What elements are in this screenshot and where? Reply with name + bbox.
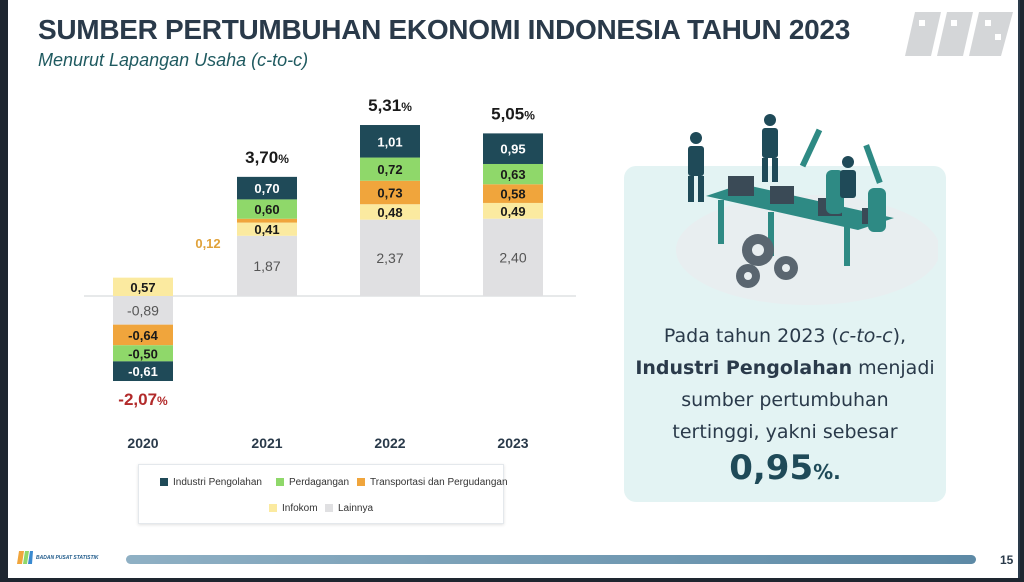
slide-edge	[1018, 0, 1020, 578]
bar-segment	[483, 202, 543, 219]
legend-item: Perdagangan	[276, 477, 349, 488]
bar-segment	[483, 163, 543, 185]
legend-label: Transportasi dan Pergudangan	[370, 477, 508, 488]
bar-value-label: 0,48	[377, 205, 402, 220]
legend-item: Transportasi dan Pergudangan	[357, 477, 508, 488]
footer-bar	[126, 555, 976, 564]
callout-line2-post: menjadi	[852, 357, 935, 379]
bar-segment	[237, 199, 297, 219]
bar-value-label: 0,57	[130, 280, 155, 295]
page-number: 15	[1000, 553, 1014, 567]
total-label: -2,07%	[118, 390, 168, 409]
bar-segment	[237, 235, 297, 296]
bar-segment	[360, 219, 420, 296]
bar-value-label: 0,49	[500, 204, 525, 219]
growth-source-chart: 0,57 -0,89 -0,64 -0,50 -0,61 -2,07% 2020 1,87 0,…	[84, 96, 576, 451]
legend-swatch	[276, 478, 284, 486]
callout-line1-pre: Pada tahun 2023 (	[663, 325, 839, 347]
x-tick-label: 2023	[497, 435, 528, 451]
bar-segment	[483, 133, 543, 164]
bar-segment	[113, 361, 173, 382]
legend-item: Industri Pengolahan	[160, 477, 262, 488]
page-title: SUMBER PERTUMBUHAN EKONOMI INDONESIA TAH…	[38, 14, 850, 45]
bar-segment	[237, 176, 297, 200]
bar-segment	[113, 277, 173, 296]
callout-value-number: 0,95	[729, 448, 814, 488]
bar-segment	[483, 184, 543, 203]
bar-value-label: -0,61	[128, 364, 158, 379]
bps-logo-icon	[905, 12, 1013, 56]
bar-value-label: 0,73	[377, 185, 402, 200]
bar-value-label: 2,40	[499, 249, 526, 265]
legend-swatch	[269, 504, 277, 512]
legend-swatch	[160, 478, 168, 486]
bar-value-label: 0,58	[500, 187, 525, 202]
footer-org-name: BADAN PUSAT STATISTIK	[36, 555, 99, 561]
legend-label: Infokom	[282, 503, 318, 514]
callout-highlight-sector: Industri Pengolahan	[635, 357, 853, 379]
callout-line3: sumber pertumbuhan	[681, 389, 889, 411]
legend-swatch	[357, 478, 365, 486]
bar-value-label: 0,41	[254, 222, 279, 237]
bar-segment	[360, 204, 420, 220]
bar-segment	[113, 345, 173, 362]
bar-value-label: 0,60	[254, 202, 279, 217]
x-tick-label: 2020	[127, 435, 158, 451]
legend-label: Perdagangan	[289, 477, 350, 488]
page-subtitle: Menurut Lapangan Usaha (c-to-c)	[38, 50, 309, 70]
bar-value-label: -0,64	[128, 328, 158, 343]
bar-segment	[113, 324, 173, 346]
legend-item: Infokom	[269, 503, 318, 514]
chart-legend: Industri Pengolahan Perdagangan Transporta…	[138, 464, 508, 524]
bar-value-label: 0,95	[500, 142, 525, 157]
bar-value-label: -0,50	[128, 346, 158, 361]
bar-segment	[360, 125, 420, 158]
bar-value-label: 0,63	[500, 167, 525, 182]
callout-text: Pada tahun 2023 (c-to-c), Industri Pengo…	[624, 320, 946, 448]
bar-segment	[360, 180, 420, 205]
callout-line1-post: ),	[892, 325, 907, 347]
bps-footer-logo-icon	[17, 551, 33, 564]
bar-value-label: 0,72	[377, 162, 402, 177]
bar-segment	[360, 157, 420, 181]
x-tick-label: 2022	[374, 435, 405, 451]
bar-segment	[237, 222, 297, 236]
total-label: 5,05%	[491, 104, 535, 123]
legend-label: Lainnya	[338, 503, 374, 514]
factory-workers-illustration	[676, 114, 938, 305]
bar-segment	[237, 218, 297, 223]
bar-segment	[483, 218, 543, 296]
bar-value-label: 2,37	[376, 250, 403, 266]
bar-segment	[113, 296, 173, 325]
total-label: 3,70%	[245, 148, 289, 167]
total-label: 5,31%	[368, 96, 412, 115]
bar-value-label: -0,89	[127, 302, 159, 318]
callout-line1-italic: c-to-c	[838, 325, 893, 347]
callout-value: 0,95%.	[624, 448, 946, 488]
bar-value-label: 1,87	[253, 258, 280, 274]
legend-swatch	[325, 504, 333, 512]
callout-value-unit: %.	[813, 460, 841, 484]
bar-value-label: 1,01	[377, 134, 402, 149]
legend-label: Industri Pengolahan	[173, 477, 262, 488]
callout-line4: tertinggi, yakni sebesar	[672, 421, 898, 443]
bar-value-label: 0,70	[254, 181, 279, 196]
legend-item: Lainnya	[325, 503, 373, 514]
slide: SUMBER PERTUMBUHAN EKONOMI INDONESIA TAH…	[8, 0, 1020, 578]
x-tick-label: 2021	[251, 435, 282, 451]
outside-value-label: 0,12	[195, 236, 220, 251]
